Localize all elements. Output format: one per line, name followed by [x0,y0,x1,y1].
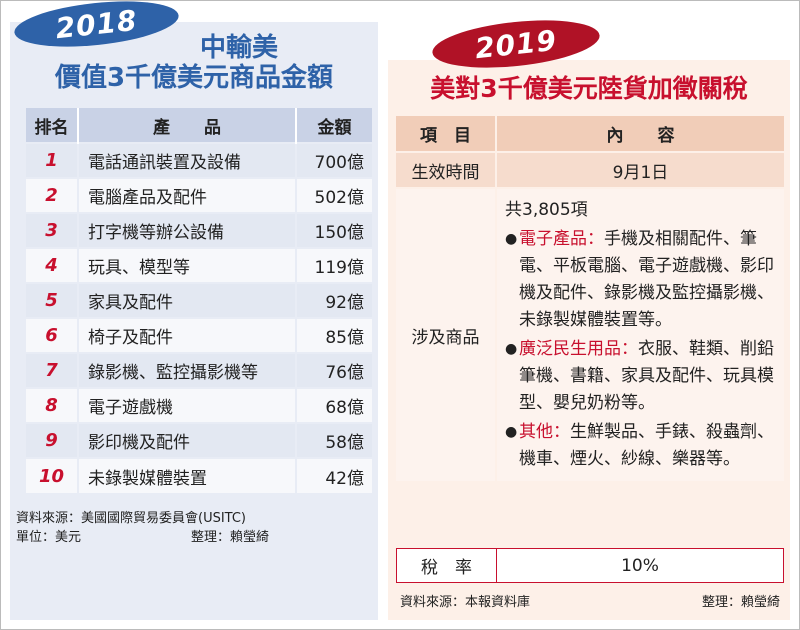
category-name: 其他： [519,422,570,442]
header-content: 內 容 [496,116,784,152]
right-footer: 資料來源：本報資料庫 整理：賴瑩綺 [400,591,780,610]
bullet-icon: ● [505,231,518,247]
product-ranking-table: 排名 產 品 金額 1 電話通訊裝置及設備 700億 2 電腦產品及配件 502… [26,108,372,493]
rank-cell: 4 [26,247,79,283]
category-items: 生鮮製品、手錶、殺蟲劑、機車、煙火、紗線、樂器等。 [519,422,774,469]
rank-cell: 3 [26,212,79,248]
amount-cell: 700億 [296,142,372,178]
goods-total: 共3,805項 [505,200,588,220]
table-row: 8 電子遊戲機 68億 [26,387,372,423]
table-row: 1 電話通訊裝置及設備 700億 [26,142,372,178]
table-row: 4 玩具、模型等 119億 [26,247,372,283]
rank-cell: 6 [26,317,79,353]
rank-cell: 8 [26,387,79,423]
rate-label: 稅 率 [396,548,497,583]
left-footer-row: 單位：美元 整理：賴瑩綺 [16,528,269,547]
header-amount: 金額 [296,108,372,143]
amount-cell: 42億 [296,457,372,493]
amount-cell: 85億 [296,317,372,353]
product-cell: 電子遊戲機 [78,387,297,423]
tariff-rate-row: 稅 率 10% [396,548,784,583]
product-cell: 玩具、模型等 [78,247,297,283]
right-editor: 整理：賴瑩綺 [701,595,780,610]
table-row: 9 影印機及配件 58億 [26,422,372,458]
left-source: 資料來源：美國國際貿易委員會(USITC) [16,511,247,526]
product-cell: 電話通訊裝置及設備 [78,142,297,178]
left-unit: 單位：美元 [16,530,82,545]
tariff-header-row: 項 目 內 容 [396,116,784,152]
bullet-icon: ● [505,424,518,440]
left-title-line2: 價值3千億美元商品金額 [54,63,334,93]
product-cell: 打字機等辦公設備 [78,212,297,248]
rank-cell: 1 [26,142,79,178]
product-cell: 椅子及配件 [78,317,297,353]
goods-category: ● 電子產品：手機及相關配件、筆電、平板電腦、電子遊戲機、影印機及配件、錄影機及… [505,226,778,334]
left-footer: 資料來源：美國國際貿易委員會(USITC) 單位：美元 整理：賴瑩綺 [16,509,269,547]
goods-category: ● 其他：生鮮製品、手錶、殺蟲劑、機車、煙火、紗線、樂器等。 [505,419,778,473]
goods-category: ● 廣泛民生用品：衣服、鞋類、削鉛筆機、書籍、家具及配件、玩具模型、嬰兒奶粉等。 [505,336,778,417]
table-row: 7 錄影機、監控攝影機等 76億 [26,352,372,388]
effective-value: 9月1日 [496,151,784,188]
table-row: 3 打字機等辦公設備 150億 [26,212,372,248]
category-items: 衣服、鞋類、削鉛筆機、書籍、家具及配件、玩具模型、嬰兒奶粉等。 [519,339,774,413]
amount-cell: 68億 [296,387,372,423]
goods-row: 涉及商品 共3,805項 ● 電子產品：手機及相關配件、筆電、平板電腦、電子遊戲… [396,187,784,481]
category-items: 手機及相關配件、筆電、平板電腦、電子遊戲機、影印機及配件、錄影機及監控攝影機、未… [519,229,774,330]
rank-cell: 10 [26,457,79,493]
product-cell: 家具及配件 [78,282,297,318]
amount-cell: 76億 [296,352,372,388]
header-product: 產 品 [78,108,297,143]
product-cell: 未錄製媒體裝置 [78,457,297,493]
rank-cell: 9 [26,422,79,458]
category-name: 電子產品： [519,229,604,249]
rank-cell: 2 [26,177,79,213]
category-name: 廣泛民生用品： [519,339,638,359]
tariff-table: 項 目 內 容 生效時間 9月1日 涉及商品 共3,805項 ● 電子產品：手機… [396,116,784,481]
bullet-icon: ● [505,341,518,357]
amount-cell: 58億 [296,422,372,458]
goods-content: 共3,805項 ● 電子產品：手機及相關配件、筆電、平板電腦、電子遊戲機、影印機… [496,187,784,481]
table-row: 2 電腦產品及配件 502億 [26,177,372,213]
header-rank: 排名 [26,108,79,143]
amount-cell: 150億 [296,212,372,248]
rate-value: 10% [496,548,784,583]
right-title: 美對3千億美元陸貨加徵關稅 [430,74,748,103]
rank-cell: 7 [26,352,79,388]
left-title-line1: 中輸美 [199,33,278,63]
left-editor: 整理：賴瑩綺 [191,530,270,545]
header-item: 項 目 [396,116,497,152]
table-row: 5 家具及配件 92億 [26,282,372,318]
amount-cell: 119億 [296,247,372,283]
product-cell: 影印機及配件 [78,422,297,458]
product-cell: 錄影機、監控攝影機等 [78,352,297,388]
table-header-row: 排名 產 品 金額 [26,108,372,143]
amount-cell: 502億 [296,177,372,213]
table-row: 6 椅子及配件 85億 [26,317,372,353]
effective-date-row: 生效時間 9月1日 [396,151,784,188]
right-source: 資料來源：本報資料庫 [400,595,531,610]
amount-cell: 92億 [296,282,372,318]
rank-cell: 5 [26,282,79,318]
goods-label: 涉及商品 [396,187,497,481]
product-cell: 電腦產品及配件 [78,177,297,213]
left-title: 中輸美 價值3千億美元商品金額 [10,33,378,93]
table-row: 10 未錄製媒體裝置 42億 [26,457,372,493]
effective-label: 生效時間 [396,151,497,188]
